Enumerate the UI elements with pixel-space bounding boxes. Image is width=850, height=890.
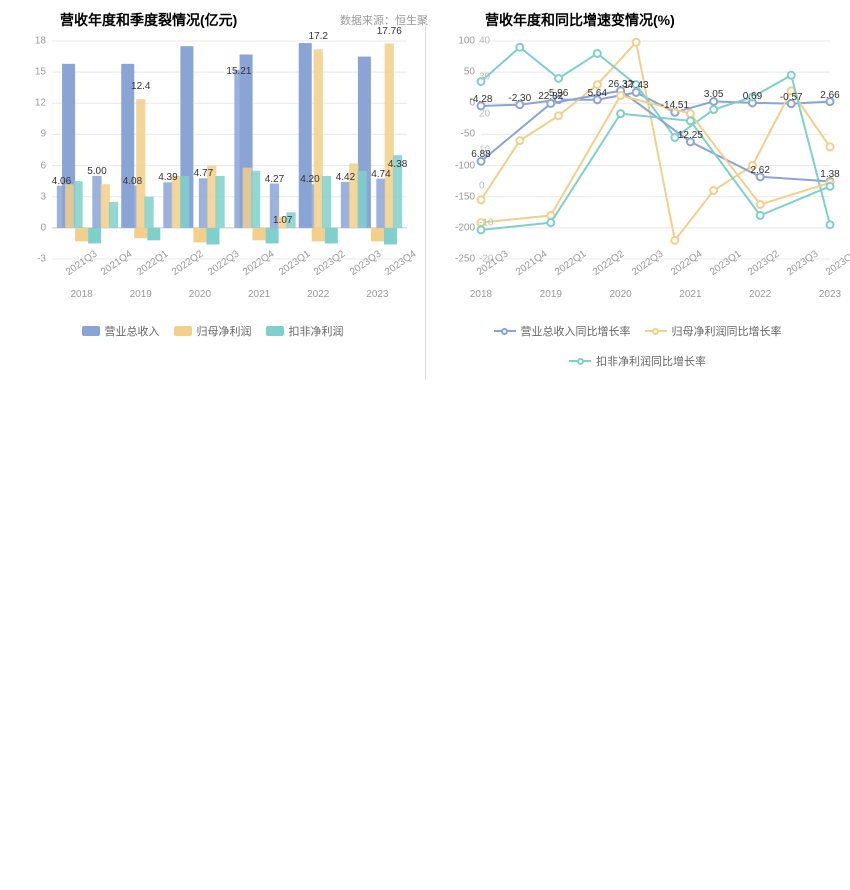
right-panel: 营收年度和同比增速变情况(%) -250-200-150-100-5005010… <box>425 0 850 420</box>
legend-item[interactable]: 营业总收入 <box>82 323 160 339</box>
legend-swatch <box>82 326 100 336</box>
legend-item[interactable]: 扣非净利润 <box>266 323 344 339</box>
right-legend: 营业总收入同比增长率 归母净利润同比增长率扣非净利润同比增长率 <box>435 323 840 369</box>
legend-swatch <box>569 356 591 366</box>
legend-label: 扣非净利润 <box>289 323 344 339</box>
legend-item[interactable]: 归母净利润 <box>174 323 252 339</box>
left-legend: 营业总收入 归母净利润 扣非净利润 <box>10 323 415 339</box>
legend-label: 归母净利润 <box>197 323 252 339</box>
left-panel: 营收年度和季度裂情况(亿元) -303691215184.065.004.081… <box>0 0 425 420</box>
left-title: 营收年度和季度裂情况(亿元) <box>10 10 415 30</box>
legend-swatch <box>494 326 516 336</box>
legend-label: 归母净利润同比增长率 <box>672 323 782 339</box>
legend-label: 营业总收入同比增长率 <box>521 323 631 339</box>
legend-swatch <box>266 326 284 336</box>
legend-item[interactable]: 营业总收入同比增长率 <box>494 323 631 339</box>
right-title: 营收年度和同比增速变情况(%) <box>435 10 840 30</box>
left-chart-area: -303691215184.065.004.0812.44.394.7715.2… <box>10 35 415 315</box>
legend-item[interactable]: 扣非净利润同比增长率 <box>569 353 706 369</box>
legend-swatch <box>174 326 192 336</box>
legend-swatch <box>645 326 667 336</box>
legend-item[interactable]: 归母净利润同比增长率 <box>645 323 782 339</box>
right-chart-area: -250-200-150-100-50050100-20-10010203040… <box>435 35 840 315</box>
legend-label: 营业总收入 <box>105 323 160 339</box>
charts-container: 数据来源：恒生聚 营收年度和季度裂情况(亿元) -303691215184.06… <box>0 0 850 420</box>
legend-label: 扣非净利润同比增长率 <box>596 353 706 369</box>
